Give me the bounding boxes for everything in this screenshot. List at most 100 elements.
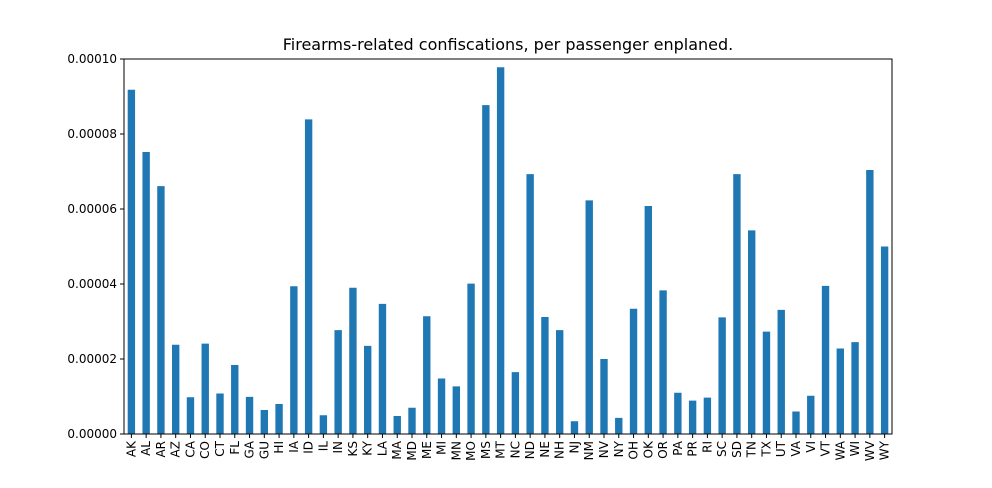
x-tick-label: RI	[700, 441, 714, 453]
bar-ca	[186, 397, 195, 434]
x-axis: AK AL AR AZ CA CO CT FL GA GU HI IA ID IL IN KS KY LA MA MD…	[124, 434, 892, 461]
x-tick-label: CA	[183, 440, 197, 457]
x-tick-label: SD	[730, 441, 744, 458]
y-axis: 0.00000 0.00002 0.00004 0.00006 0.00008 0.000…	[67, 52, 124, 441]
x-tick-label: WY	[878, 440, 892, 460]
x-tick-label: NM	[582, 441, 596, 460]
bar-wy	[880, 246, 889, 434]
x-tick-label: MD	[405, 441, 419, 461]
bar-wv	[866, 170, 874, 434]
bar-vt	[821, 285, 830, 434]
x-tick-label: NJ	[567, 441, 581, 454]
bar-ok	[644, 206, 652, 434]
bar-gu	[260, 410, 268, 434]
x-tick-label: NV	[597, 440, 611, 458]
x-tick-label: AZ	[169, 441, 183, 457]
x-tick-label: VI	[804, 441, 818, 453]
bar-ga	[245, 396, 254, 434]
x-tick-label: NC	[508, 441, 522, 458]
bar-nd	[526, 174, 534, 434]
bar-ak	[127, 89, 136, 434]
x-tick-label: WV	[863, 440, 877, 461]
y-tick-label: 0.00008	[67, 127, 117, 141]
x-tick-label: GA	[243, 440, 257, 458]
bar-fl	[231, 365, 239, 434]
bar-series	[127, 67, 889, 434]
bar-ky	[364, 345, 372, 434]
x-tick-label: AR	[154, 441, 168, 458]
plot-frame	[123, 58, 893, 435]
bar-mt	[496, 67, 505, 434]
bar-la	[378, 303, 387, 434]
x-tick-label: IL	[316, 441, 330, 452]
bar-nv	[600, 359, 608, 434]
y-tick-label: 0.00000	[67, 427, 117, 441]
bar-ri	[703, 397, 712, 434]
x-tick-label: PA	[671, 440, 685, 455]
x-tick-label: CO	[198, 441, 212, 459]
x-tick-label: MA	[390, 440, 404, 459]
bar-va	[792, 411, 800, 434]
x-tick-label: NE	[538, 441, 552, 458]
x-tick-label: KS	[346, 441, 360, 457]
x-tick-label: AK	[124, 440, 138, 457]
x-tick-label: TN	[745, 441, 759, 458]
x-tick-label: ND	[523, 441, 537, 459]
bar-ks	[349, 287, 357, 434]
bar-ma	[393, 416, 401, 434]
bar-md	[408, 407, 416, 434]
bar-nj	[570, 421, 579, 434]
x-tick-label: WI	[848, 441, 862, 456]
bar-mi	[437, 378, 446, 434]
bar-tx	[762, 331, 771, 434]
bar-vi	[807, 395, 815, 434]
y-tick-label: 0.00010	[67, 52, 117, 66]
bar-id	[304, 119, 313, 434]
bar-pa	[674, 392, 682, 434]
bar-in	[334, 330, 342, 434]
x-tick-label: OH	[627, 441, 641, 459]
x-tick-label: UT	[774, 440, 788, 457]
bar-sc	[718, 317, 726, 434]
x-tick-label: IN	[331, 441, 345, 454]
bar-nh	[556, 330, 564, 434]
x-tick-label: GU	[257, 441, 271, 459]
x-tick-label: MN	[449, 441, 463, 460]
bar-mn	[452, 386, 460, 434]
bar-ne	[541, 317, 549, 434]
bar-mo	[467, 283, 475, 434]
chart-title: Firearms-related confiscations, per pass…	[283, 35, 734, 54]
x-tick-label: MS	[479, 441, 493, 459]
bar-wi	[851, 342, 859, 434]
x-tick-label: ME	[420, 441, 434, 459]
x-tick-label: AL	[139, 441, 153, 456]
y-tick-label: 0.00004	[67, 277, 117, 291]
x-tick-label: FL	[228, 441, 242, 455]
x-tick-label: VT	[819, 440, 833, 456]
x-tick-label: SC	[715, 441, 729, 457]
bar-ia	[290, 286, 298, 434]
x-tick-label: LA	[375, 440, 389, 456]
x-tick-label: MT	[494, 440, 508, 458]
bar-tn	[748, 230, 756, 434]
bar-oh	[629, 308, 638, 434]
x-tick-label: CT	[213, 440, 227, 456]
y-tick-label: 0.00002	[67, 352, 117, 366]
x-tick-label: WA	[833, 440, 847, 460]
y-tick-label: 0.00006	[67, 202, 117, 216]
bar-ms	[482, 105, 490, 434]
x-tick-label: TX	[759, 441, 773, 458]
x-tick-label: NH	[553, 441, 567, 459]
x-tick-label: KY	[361, 440, 375, 455]
bar-al	[142, 152, 150, 434]
bar-or	[659, 290, 667, 434]
bar-az	[172, 344, 180, 434]
bar-ar	[157, 186, 165, 434]
bar-nc	[511, 372, 520, 434]
x-tick-label: OK	[641, 440, 655, 458]
bar-nm	[585, 200, 593, 434]
x-tick-label: NY	[612, 440, 626, 457]
x-tick-label: HI	[272, 441, 286, 454]
